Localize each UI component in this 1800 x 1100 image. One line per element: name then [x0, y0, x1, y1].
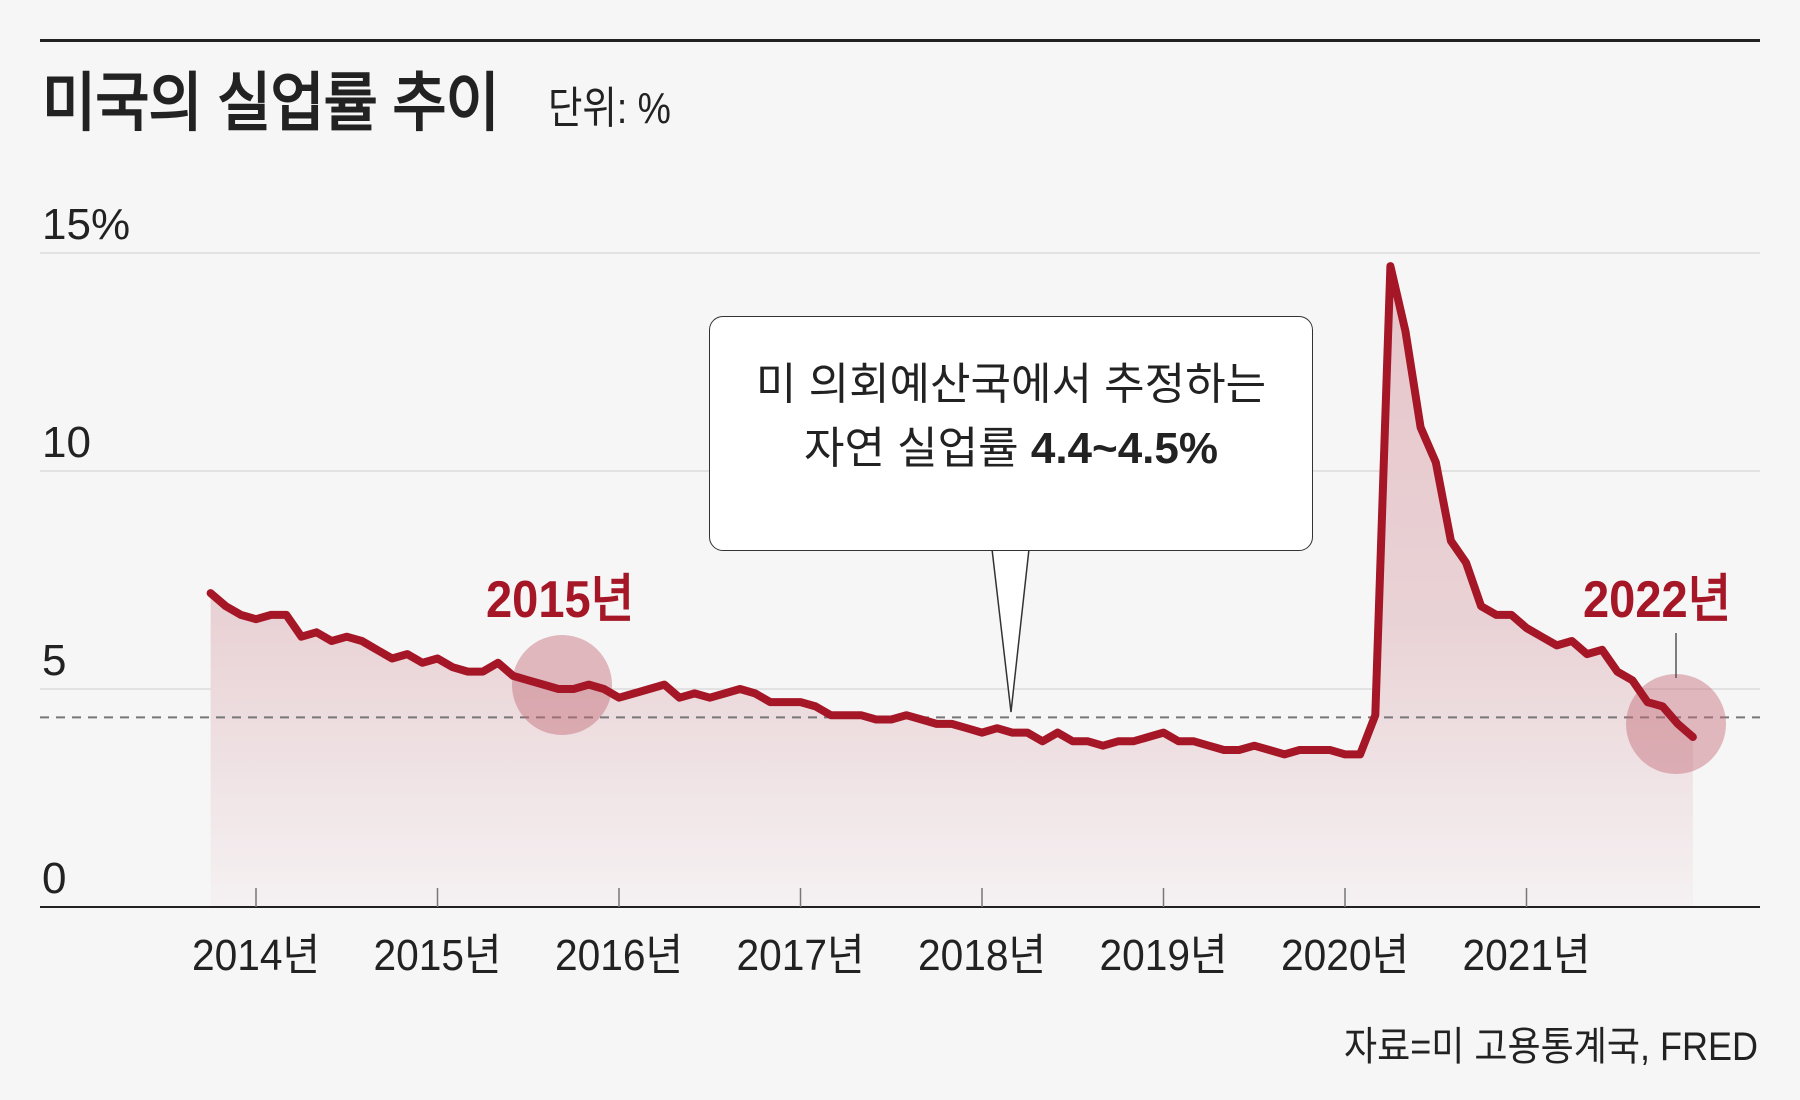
y-axis-labels: 0 5 10 15% — [42, 200, 130, 903]
unit-label: 단위: % — [548, 84, 671, 133]
callout-line-1: 미 의회예산국에서 추정하는 — [755, 360, 1267, 409]
x-axis-ticks: 2014년 2015년 2016년 2017년 2018년 2019년 2020년 2021년 — [192, 888, 1591, 980]
callout-line-2: 자연 실업률 4.4~4.5% — [710, 417, 1312, 481]
x-tick-label: 2018년 — [918, 931, 1046, 980]
highlight-labels: 2015년 2022년 — [486, 571, 1731, 629]
top-rule — [40, 39, 1760, 42]
x-tick-label: 2021년 — [1463, 931, 1591, 980]
x-tick-label: 2019년 — [1100, 931, 1228, 980]
y-tick-label: 0 — [42, 854, 66, 903]
highlight-label: 2022년 — [1583, 571, 1731, 629]
chart-title: 미국의 실업률 추이 — [42, 67, 500, 139]
source-note: 자료=미 고용통계국, FRED — [1344, 1025, 1758, 1069]
callout-value: 4.4~4.5% — [1030, 424, 1218, 473]
x-tick-label: 2017년 — [737, 931, 865, 980]
area-fill — [210, 266, 1693, 908]
callout-text: 자연 실업률 — [803, 424, 1031, 473]
callout-tail — [991, 548, 1030, 713]
y-tick-label: 5 — [42, 636, 66, 685]
x-tick-label: 2016년 — [555, 931, 683, 980]
y-tick-label: 10 — [42, 418, 91, 467]
callout-box: 미 의회예산국에서 추정하는 자연 실업률 4.4~4.5% — [709, 316, 1313, 551]
highlight-label: 2015년 — [486, 571, 634, 629]
y-tick-label: 15% — [42, 200, 130, 249]
x-tick-label: 2020년 — [1281, 931, 1409, 980]
x-tick-label: 2015년 — [374, 931, 502, 980]
chart-header: 미국의 실업률 추이 — [42, 52, 539, 144]
unemployment-line — [206, 262, 1697, 759]
x-tick-label: 2014년 — [192, 931, 320, 980]
